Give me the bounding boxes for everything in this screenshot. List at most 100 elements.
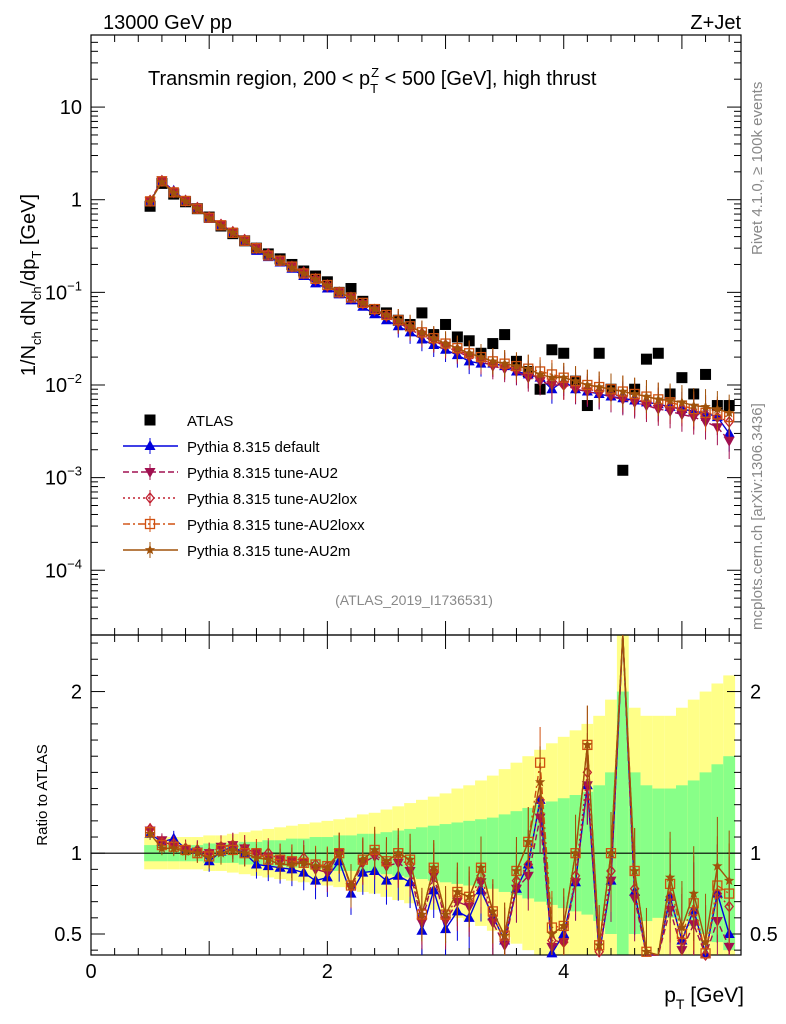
main-y-tick-label: 10−2 [45, 371, 82, 397]
ratio-point-4 [676, 922, 688, 932]
main-point-0 [546, 344, 558, 356]
ratio-point-4 [416, 909, 428, 919]
ratio-point-4 [227, 844, 238, 855]
main-y-tick-label: 10−4 [45, 556, 82, 582]
main-point-5 [700, 401, 711, 412]
ratio-point-4 [286, 859, 298, 869]
main-point-5 [676, 396, 688, 407]
ratio-point-4 [546, 928, 558, 939]
main-point-5 [227, 227, 238, 238]
main-point-3 [298, 266, 309, 279]
main-point-5 [440, 338, 451, 348]
main-point-5 [251, 244, 262, 254]
header-left: 13000 GeV pp [103, 12, 232, 34]
main-point-5 [499, 358, 510, 369]
main-point-0 [345, 283, 357, 295]
x-tick-label: 4 [558, 961, 569, 983]
ratio-point-4 [310, 860, 321, 871]
ratio-point-4 [605, 847, 617, 858]
ratio-point-4 [712, 860, 723, 871]
main-point-5 [724, 407, 735, 418]
ratio-point-2 [700, 948, 711, 962]
ratio-point-4 [452, 886, 463, 897]
main-point-5 [204, 212, 215, 223]
legend-label: Pythia 8.315 tune-AU2 [187, 465, 338, 482]
main-point-5 [274, 256, 286, 266]
ratio-point-4 [523, 836, 534, 847]
legend-marker [144, 468, 156, 478]
main-point-5 [381, 309, 392, 320]
main-point-5 [511, 360, 522, 371]
main-title: Transmin region, 200 < pTZ < 500 [GeV], … [148, 65, 597, 96]
ratio-point-4 [334, 847, 345, 858]
legend-marker [145, 491, 155, 505]
x-tick-label: 0 [85, 961, 96, 983]
legend-label: Pythia 8.315 tune-AU2m [187, 543, 350, 560]
ratio-point-4 [428, 862, 439, 873]
main-point-0 [487, 338, 499, 350]
ratio-series-group [144, 634, 735, 962]
ratio-point-4 [345, 880, 357, 890]
ratio-point-4 [499, 930, 510, 941]
ratio-point-4 [381, 855, 392, 866]
legend-marker [144, 544, 156, 555]
main-point-5 [345, 292, 357, 302]
rivet-version-label: Rivet 4.1.0, ≥ 100k events [749, 82, 766, 255]
main-point-0 [652, 347, 664, 359]
mcplots-reference-label: mcplots.cern.ch [arXiv:1306.3436] [749, 403, 766, 630]
main-point-5 [404, 320, 416, 331]
ratio-point-4 [251, 852, 262, 863]
ratio-point-4 [688, 888, 699, 898]
legend-marker [144, 518, 156, 530]
main-point-5 [334, 286, 345, 297]
main-point-5 [263, 250, 274, 260]
main-point-5 [712, 403, 723, 414]
main-point-5 [452, 342, 463, 353]
main-point-3 [263, 247, 274, 260]
main-point-0 [700, 368, 712, 380]
main-point-5 [428, 332, 439, 343]
main-point-5 [523, 363, 534, 374]
ratio-point-4 [156, 842, 168, 853]
ratio-panel-frame [90, 634, 742, 956]
main-series-line-3 [149, 179, 730, 423]
main-point-5 [617, 386, 628, 396]
ratio-point-4 [534, 776, 546, 787]
legend-label: Pythia 8.315 tune-AU2lox [187, 491, 358, 508]
legend: ATLAS Pythia 8.315 default Pythia 8.315 tu… [123, 413, 365, 560]
ratio-y-tick-label-right: 1 [750, 843, 761, 865]
main-point-5 [688, 400, 699, 410]
main-point-5 [156, 176, 168, 187]
ratio-point-4 [582, 739, 593, 750]
ratio-point-4 [393, 847, 404, 858]
ratio-point-4 [274, 859, 286, 869]
main-y-tick-label: 10−1 [45, 278, 82, 304]
main-point-5 [369, 303, 380, 314]
ratio-uncertainty-bands [144, 635, 736, 955]
main-point-5 [180, 195, 191, 206]
ratio-point-4 [180, 846, 191, 856]
ratio-point-4 [404, 854, 416, 865]
ratio-point-4 [263, 854, 274, 865]
main-point-5 [664, 395, 676, 405]
main-point-5 [629, 388, 640, 399]
main-point-0 [416, 307, 428, 319]
ratio-point-4 [357, 854, 368, 865]
main-point-5 [310, 273, 321, 284]
ratio-point-4 [464, 891, 475, 902]
ratio-point-4 [629, 865, 640, 876]
main-point-5 [464, 347, 475, 358]
ratio-point-4 [511, 865, 522, 876]
main-point-5 [594, 381, 605, 392]
main-point-5 [534, 368, 546, 379]
main-point-0 [593, 347, 605, 359]
ratio-point-4 [594, 939, 605, 950]
main-point-5 [641, 391, 652, 401]
ratio-point-4 [369, 844, 380, 855]
legend-marker [144, 440, 156, 450]
legend-entry: Pythia 8.315 tune-AU2 [123, 464, 338, 482]
main-point-2 [723, 436, 735, 447]
main-point-4 [286, 261, 298, 272]
main-point-5 [416, 326, 428, 337]
